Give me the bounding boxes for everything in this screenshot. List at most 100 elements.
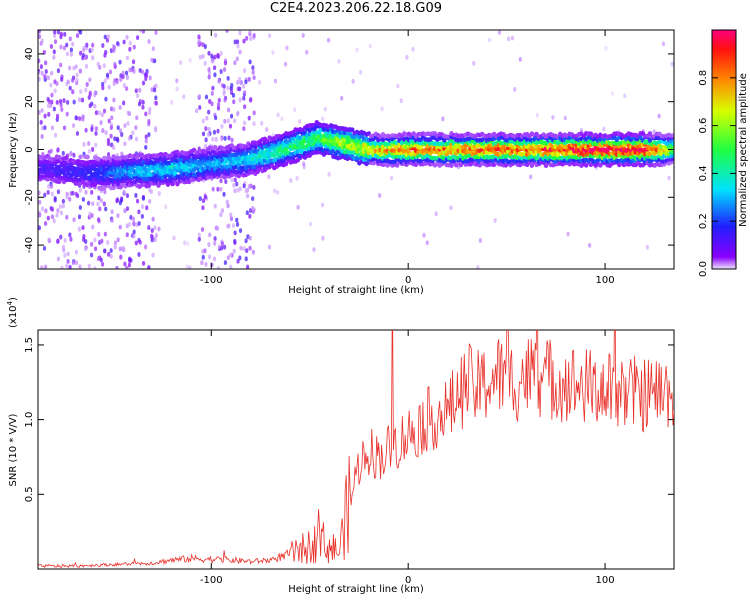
spectrogram-cell: [249, 36, 253, 42]
spectrogram-cell: [150, 237, 154, 243]
spectrogram-cell: [198, 54, 202, 60]
spectrogram-cell: [62, 98, 66, 103]
spectrogram-cell: [137, 252, 141, 257]
spectrogram-cell: [106, 240, 110, 245]
spectrogram-cell: [140, 214, 144, 219]
spectrogram-cell: [90, 47, 94, 53]
spectrogram-cell: [226, 203, 230, 209]
spectrogram-cell: [239, 245, 243, 251]
spectrogram-cell: [84, 189, 88, 195]
spectrogram-cell: [87, 148, 92, 154]
spectrogram-cell: [248, 245, 252, 251]
colorbar-tick-label: 0.6: [698, 118, 709, 134]
spectrogram-cell: [40, 265, 44, 269]
spectrogram-cell: [74, 64, 78, 70]
spectrogram-cell: [493, 218, 497, 223]
spectrogram-cell: [144, 111, 148, 117]
spectrogram-cell: [38, 225, 41, 231]
spectrogram-cell: [235, 56, 239, 62]
spectrogram-cell: [140, 204, 145, 210]
spectrogram-cell: [204, 126, 208, 131]
spectrogram-cell: [247, 184, 252, 189]
spectrogram-cell: [90, 241, 94, 247]
spectrogram-cell: [53, 39, 58, 45]
spectrogram-cell: [78, 264, 82, 269]
spectrogram-cell: [233, 177, 237, 183]
spectrogram-cell: [40, 70, 44, 76]
spectrogram-cell: [216, 225, 220, 231]
spectrogram-cell: [125, 206, 130, 212]
spectrogram-cell: [228, 123, 233, 129]
spectrogram-cell: [226, 118, 230, 124]
spectrogram-cell: [555, 152, 561, 158]
spectrogram-cell: [645, 244, 649, 250]
spectrogram-cell: [116, 213, 120, 219]
spectrogram-cell: [129, 214, 133, 220]
spectrogram-cell: [233, 188, 237, 194]
spectrogram-cell: [223, 118, 227, 124]
spectrogram-cell: [340, 95, 344, 101]
spectrogram-cell: [113, 244, 117, 250]
spectrogram-cell: [100, 238, 104, 244]
spectrogram-cell: [243, 120, 247, 126]
spectrogram-cell: [110, 218, 114, 223]
spectrogram-cell: [476, 264, 480, 269]
spectrogram-cell: [144, 144, 148, 150]
spectrogram-cell: [216, 54, 220, 59]
spectrogram-cell: [323, 106, 327, 112]
spectrogram-cell: [97, 217, 101, 223]
spectrogram-cell: [233, 39, 237, 45]
spectrogram-cell: [207, 50, 211, 56]
chart-title: C2E4.2023.206.22.18.G09: [269, 1, 443, 16]
spectrogram-cell: [355, 47, 359, 53]
spectrogram-cell: [56, 68, 61, 74]
spectrogram-cell: [55, 99, 59, 105]
spectrogram-cell: [65, 214, 69, 220]
spectrogram-cell: [52, 33, 57, 39]
spectrogram-cell: [119, 254, 123, 260]
spectrogram-cell: [118, 200, 122, 206]
spectrogram-cell: [213, 32, 218, 38]
spectrogram-cell: [39, 64, 43, 70]
spectrogram-cell: [267, 244, 272, 250]
spectrogram-cell: [235, 222, 240, 227]
spectrogram-cell: [219, 212, 223, 218]
spectrogram-cell: [529, 174, 533, 180]
snr-multiplier-label: (x104): [6, 297, 19, 328]
spectrogram-y-tick-label: -20: [24, 189, 35, 205]
spectrogram-cell: [232, 182, 236, 188]
spectrogram-cell: [150, 233, 154, 239]
spectrogram-cell: [623, 93, 627, 99]
spectrogram-cell: [71, 89, 75, 95]
spectrogram-cell: [84, 55, 88, 61]
spectrogram-cell: [141, 30, 146, 34]
spectrogram-cell: [301, 32, 305, 38]
spectrogram-cell: [116, 197, 120, 203]
spectrogram-cell: [229, 212, 233, 218]
spectrogram-cell: [235, 111, 240, 117]
spectrogram-cell: [132, 229, 136, 235]
spectrogram-cell: [38, 34, 42, 39]
spectrogram-cell: [223, 97, 227, 103]
spectrogram-cell: [71, 41, 75, 47]
spectrogram-cell: [172, 171, 178, 176]
spectrogram-cell: [110, 115, 114, 121]
spectrogram-cell: [50, 92, 54, 98]
spectrogram-cell: [131, 216, 136, 222]
spectrogram-cell: [127, 262, 131, 268]
spectrogram-cell: [229, 264, 233, 269]
spectrogram-cell: [229, 252, 233, 258]
spectrogram-cell: [239, 80, 243, 85]
spectrogram-cell: [271, 50, 275, 55]
spectrogram-cell: [118, 128, 123, 134]
spectrogram-cell: [242, 246, 246, 252]
spectrogram-cell: [378, 152, 383, 157]
spectrogram-cell: [205, 115, 209, 121]
spectrogram-cell: [150, 228, 154, 234]
spectrogram-cell: [78, 205, 82, 210]
spectrogram-cell: [98, 206, 102, 212]
spectrogram-cells: [38, 30, 674, 269]
spectrogram-cell: [71, 123, 76, 129]
spectrogram-cell: [63, 252, 67, 258]
spectrogram-cell: [68, 196, 72, 202]
